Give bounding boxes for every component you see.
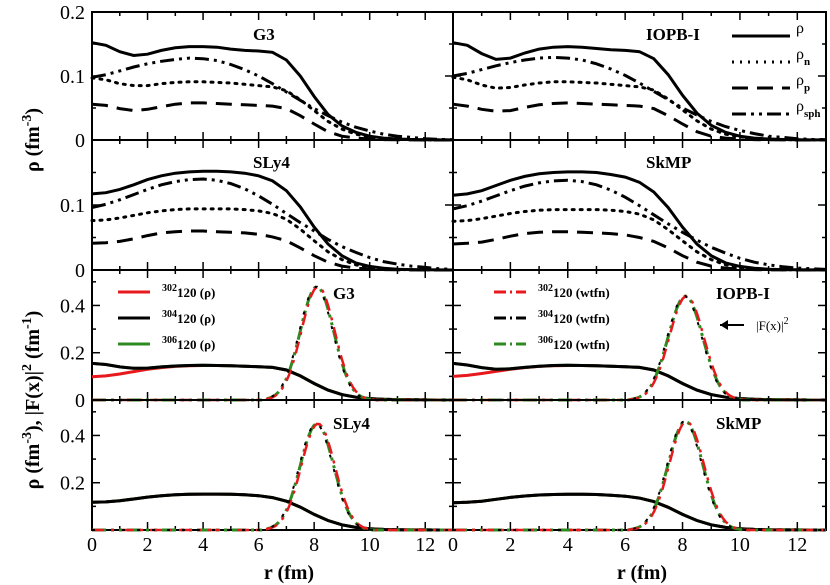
series-line-solid [452,41,826,142]
x-tick-label: 0 [87,534,97,556]
x-axis-title-left: r (fm) [264,562,314,584]
x-tick-label: 0 [448,534,458,556]
y-tick-label: 0.4 [60,295,85,317]
panel-bottom-3: 0 2 4 6 8 10 12 SkMP [448,399,827,556]
legend-label: ρn [796,46,810,68]
panel-top-0: 0 0.1 0.2 G3 [60,2,455,152]
x-tick-label: 6 [620,534,630,556]
series-line-dashed [91,229,453,272]
density-rho304 [91,492,453,532]
bottom-y-axis-title: ρ (fm-3), |F(x)|2 (fm-1) [20,311,44,490]
panel-label: G3 [333,284,355,303]
series-line-dashdotdot [452,55,827,142]
legend-label: ρsph [796,98,821,120]
series-line-dashed [91,101,453,142]
x-tick-label: 12 [787,534,807,556]
legend-label: 306120 (wtfn) [538,335,610,352]
x-tick-label: 8 [678,534,688,556]
y-tick-label: 0.1 [60,66,85,88]
legend-label: 302120 (ρ) [162,283,215,300]
wtfn-306 [453,294,826,402]
series-line-dashdotdot [452,178,827,271]
annotation-arrowhead [720,320,728,330]
legend-label: 304120 (ρ) [162,309,215,326]
wtfn-306 [92,421,453,532]
series-line-solid [91,169,454,272]
x-tick-label: 2 [505,534,515,556]
density-rho302 [91,492,453,532]
series-line-dashed [452,101,826,142]
x-tick-label: 4 [563,534,573,556]
panel-bottom-2: 0 2 4 6 8 10 12 0.2 0.4 SLy4 [60,399,454,556]
panel-bottom-1: IOPB-I 302120 (wtfn) 304120 (wtfn) 306120 (… [452,269,827,402]
x-tick-label: 10 [360,534,380,556]
x-tick-label: 12 [415,534,435,556]
panel-label: SLy4 [333,414,370,433]
y-tick-label: 0.1 [60,195,85,217]
series-line-dashdotdot [91,177,454,271]
series-line-solid [452,170,827,272]
annotation-label: |F(x)|2 [756,316,789,333]
y-tick-label: 0.2 [60,2,85,24]
x-axis-title-right: r (fm) [617,562,667,584]
x-tick-label: 10 [730,534,750,556]
density-rho306 [91,492,453,532]
legend-label: 306120 (ρ) [162,335,215,352]
series-line-dashdotdot [91,56,454,142]
panel-frame [91,399,454,531]
x-tick-label: 2 [143,534,153,556]
panel-label: G3 [253,25,275,44]
wtfn-302 [453,420,826,532]
density-rho302 [452,364,826,402]
panel-top-2: 0 0.1 SLy4 [60,139,455,282]
x-tick-label: 4 [198,534,208,556]
density-rho306 [452,492,826,532]
density-rho302 [91,364,453,402]
series-line-dotted [90,207,455,272]
series-line-dotted [451,208,828,272]
x-tick-label: 8 [309,534,319,556]
legend-label: 304120 (wtfn) [538,309,610,326]
density-rho304 [452,492,826,532]
panel-label: SkMP [646,153,691,172]
y-tick-label: 0.2 [60,343,85,365]
panel-frame [452,269,827,401]
panel-frame [91,269,454,401]
panel-frame [452,11,827,141]
panel-top-3: SkMP [451,139,828,272]
legend-label: ρ [796,20,804,37]
density-rho304 [452,361,826,402]
x-tick-label: 6 [254,534,264,556]
y-tick-label: 0.4 [60,425,85,447]
wtfn-302 [92,422,453,532]
top-y-axis-title: ρ (fm-3) [20,108,44,172]
y-tick-label: 0 [75,130,85,152]
wtfn-304 [453,420,826,531]
panel-label: IOPB-I [646,25,700,44]
panel-bottom-0: 0 0.2 0.4 G3 302120 (ρ) 304120 (ρ) 306120 (ρ) [60,269,454,412]
series-line-dotted [451,75,828,142]
density-rho302 [452,492,826,532]
y-tick-label: 0 [75,390,85,412]
wtfn-304 [92,422,453,531]
y-tick-label: 0.2 [60,473,85,495]
legend-label: ρp [796,72,810,94]
wtfn-306 [453,419,826,532]
panel-label: SkMP [716,414,761,433]
y-tick-label: 0 [75,260,85,282]
panel-frame [452,399,827,531]
density-rho304 [91,361,453,402]
wtfn-302 [453,294,826,402]
legend-label: 302120 (wtfn) [538,283,610,300]
panel-top-1: IOPB-I ρ ρn ρp ρsph [451,11,828,142]
panel-label: SLy4 [253,153,290,172]
series-line-solid [91,41,453,142]
series-line-dashed [452,230,826,272]
wtfn-304 [453,295,826,401]
panel-label: IOPB-I [716,284,770,303]
